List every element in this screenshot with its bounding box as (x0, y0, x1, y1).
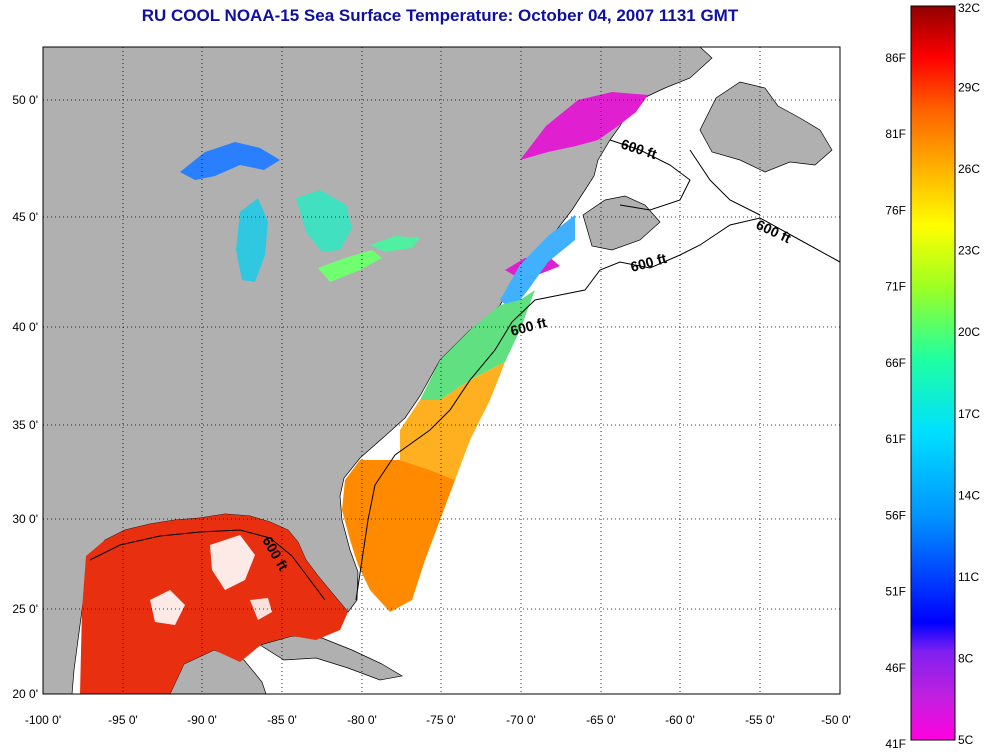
lon-tick-label: -75 0' (426, 713, 456, 727)
colorbar-celsius-label: 32C (958, 1, 980, 15)
cloud-gulf-3 (250, 598, 272, 620)
sst-gulf-of-mexico (80, 514, 348, 694)
lon-tick-label: -50 0' (821, 713, 851, 727)
sst-swath-gulf-of-maine (500, 215, 575, 310)
sst-lake-ontario (370, 236, 420, 252)
lon-tick-label: -80 0' (347, 713, 377, 727)
sst-lake-superior (180, 142, 280, 180)
depth-contour-600ft-gulf (89, 529, 326, 601)
colorbar-celsius-label: 26C (958, 162, 980, 176)
lon-tick-label: -85 0' (267, 713, 297, 727)
depth-contour-600ft-banks (689, 149, 761, 216)
sst-gulf-st-lawrence (520, 92, 648, 160)
lat-tick-label: 35 0' (12, 418, 38, 432)
sst-swath-mid-atlantic-south (400, 362, 505, 480)
cloud-gulf-1 (150, 590, 185, 625)
colorbar-fahrenheit-label: 41F (885, 737, 906, 751)
sst-lake-michigan (236, 198, 268, 282)
lat-tick-label: 50 0' (12, 93, 38, 107)
colorbar-celsius-label: 14C (958, 488, 980, 502)
depth-contour-600ft-stlawrence (609, 139, 691, 211)
colorbar-celsius-label: 5C (958, 733, 974, 747)
land-newfoundland (699, 81, 833, 173)
lon-tick-label: -95 0' (108, 713, 138, 727)
colorbar (910, 5, 956, 741)
colorbar-celsius-scale: 32C 29C 26C 23C 20C 17C 14C 11C 8C 5C (958, 1, 980, 747)
lon-tick-label: -70 0' (506, 713, 536, 727)
colorbar-fahrenheit-label: 51F (885, 585, 906, 599)
plot-frame (42, 46, 841, 695)
lon-axis: -100 0' -95 0' -90 0' -85 0' -80 0' -75 … (25, 713, 851, 727)
lat-tick-label: 40 0' (12, 320, 38, 334)
depth-contour-600ft (355, 217, 840, 601)
graticule (43, 47, 840, 694)
lat-tick-label: 20 0' (12, 687, 38, 701)
colorbar-celsius-label: 23C (958, 244, 980, 258)
lat-axis: 50 0' 45 0' 40 0' 35 0' 30 0' 25 0' 20 0… (12, 93, 38, 701)
sst-swath-southeast (342, 460, 455, 612)
colorbar-celsius-label: 8C (958, 651, 974, 665)
lat-tick-label: 45 0' (12, 210, 38, 224)
colorbar-celsius-label: 29C (958, 81, 980, 95)
colorbar-fahrenheit-label: 81F (885, 127, 906, 141)
cloud-gulf-2 (210, 535, 255, 590)
lon-tick-label: -100 0' (25, 713, 61, 727)
lon-tick-label: -65 0' (586, 713, 616, 727)
lon-tick-label: -60 0' (665, 713, 695, 727)
colorbar-fahrenheit-label: 76F (885, 203, 906, 217)
sst-lake-huron (296, 190, 352, 252)
land-nova-scotia (582, 195, 661, 251)
lon-tick-label: -55 0' (745, 713, 775, 727)
colorbar-celsius-label: 11C (958, 570, 979, 584)
sst-lake-erie (318, 250, 382, 282)
colorbar-celsius-label: 20C (958, 325, 980, 339)
colorbar-fahrenheit-label: 71F (885, 280, 906, 294)
sst-swath-mid-atlantic-north (420, 290, 535, 400)
map-title: RU COOL NOAA-15 Sea Surface Temperature:… (141, 6, 739, 25)
colorbar-fahrenheit-label: 61F (885, 432, 906, 446)
colorbar-fahrenheit-scale: 86F 81F 76F 71F 66F 61F 56F 51F 46F 41F (885, 51, 906, 751)
colorbar-fahrenheit-label: 86F (885, 51, 906, 65)
colorbar-fahrenheit-label: 66F (885, 356, 906, 370)
colorbar-fahrenheit-label: 46F (885, 661, 906, 675)
lat-tick-label: 30 0' (12, 512, 38, 526)
colorbar-fahrenheit-label: 56F (885, 508, 906, 522)
colorbar-celsius-label: 17C (958, 407, 980, 421)
lat-tick-label: 25 0' (12, 602, 38, 616)
lon-tick-label: -90 0' (187, 713, 217, 727)
